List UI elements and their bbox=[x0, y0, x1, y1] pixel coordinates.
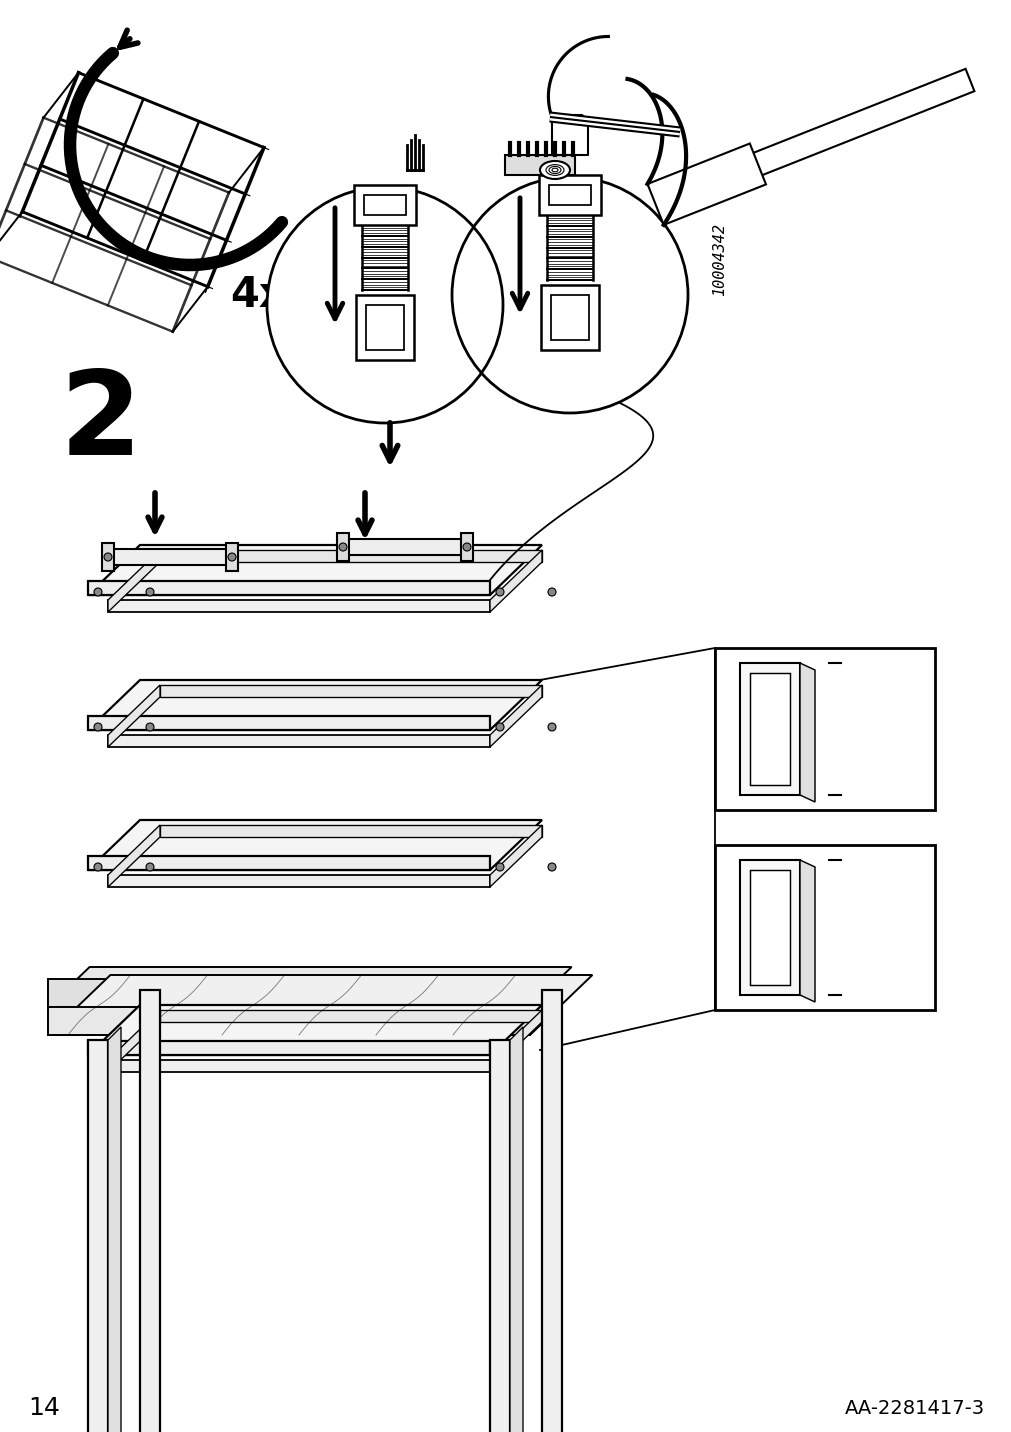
Polygon shape bbox=[88, 1005, 542, 1055]
Bar bbox=[225, 543, 238, 571]
Circle shape bbox=[146, 589, 154, 596]
Polygon shape bbox=[713, 168, 732, 186]
Polygon shape bbox=[88, 821, 542, 871]
Bar bbox=[366, 305, 403, 349]
Polygon shape bbox=[88, 1041, 489, 1055]
Polygon shape bbox=[48, 1007, 530, 1035]
Polygon shape bbox=[108, 550, 160, 611]
Bar bbox=[504, 155, 574, 175]
Bar bbox=[364, 195, 405, 215]
Bar bbox=[548, 185, 590, 205]
Ellipse shape bbox=[540, 160, 569, 179]
Polygon shape bbox=[542, 990, 561, 1432]
Polygon shape bbox=[88, 856, 489, 871]
Polygon shape bbox=[108, 1060, 489, 1073]
Bar bbox=[739, 861, 800, 995]
Circle shape bbox=[548, 863, 555, 871]
Polygon shape bbox=[800, 663, 814, 802]
Polygon shape bbox=[108, 1010, 160, 1073]
Polygon shape bbox=[160, 1010, 542, 1022]
Polygon shape bbox=[160, 550, 542, 561]
Circle shape bbox=[146, 723, 154, 730]
Circle shape bbox=[495, 589, 503, 596]
Polygon shape bbox=[800, 861, 814, 1002]
Polygon shape bbox=[108, 1027, 121, 1432]
Bar bbox=[715, 845, 934, 1010]
Polygon shape bbox=[88, 680, 542, 730]
Circle shape bbox=[463, 543, 470, 551]
Bar bbox=[345, 538, 464, 556]
Circle shape bbox=[146, 863, 154, 871]
Circle shape bbox=[94, 863, 102, 871]
Circle shape bbox=[94, 723, 102, 730]
Polygon shape bbox=[160, 825, 542, 836]
Bar bbox=[337, 533, 349, 561]
Circle shape bbox=[548, 723, 555, 730]
Polygon shape bbox=[108, 600, 489, 611]
Circle shape bbox=[104, 553, 112, 561]
Polygon shape bbox=[489, 684, 542, 748]
Circle shape bbox=[94, 589, 102, 596]
Polygon shape bbox=[140, 990, 160, 1432]
Circle shape bbox=[495, 723, 503, 730]
Polygon shape bbox=[48, 975, 591, 1035]
Circle shape bbox=[548, 589, 555, 596]
Polygon shape bbox=[88, 581, 489, 596]
Polygon shape bbox=[510, 1027, 523, 1432]
Polygon shape bbox=[489, 1040, 510, 1432]
Polygon shape bbox=[108, 684, 160, 748]
Polygon shape bbox=[108, 825, 160, 886]
Bar bbox=[550, 295, 588, 339]
Polygon shape bbox=[48, 979, 530, 1007]
Text: AA-2281417-3: AA-2281417-3 bbox=[844, 1399, 984, 1418]
Circle shape bbox=[339, 543, 347, 551]
Bar bbox=[102, 543, 114, 571]
Circle shape bbox=[453, 178, 686, 412]
Bar bbox=[749, 871, 790, 985]
Polygon shape bbox=[489, 1010, 542, 1073]
Bar bbox=[739, 663, 800, 795]
Polygon shape bbox=[48, 967, 571, 1007]
Bar bbox=[356, 295, 413, 359]
Polygon shape bbox=[489, 825, 542, 886]
Polygon shape bbox=[88, 546, 542, 596]
Circle shape bbox=[495, 863, 503, 871]
Text: 2: 2 bbox=[60, 365, 142, 480]
Bar bbox=[461, 533, 472, 561]
Circle shape bbox=[268, 188, 501, 422]
Bar bbox=[539, 175, 601, 215]
Polygon shape bbox=[108, 875, 489, 886]
Text: 14: 14 bbox=[28, 1396, 60, 1421]
Circle shape bbox=[227, 553, 236, 561]
Bar bbox=[749, 673, 790, 785]
Polygon shape bbox=[647, 143, 765, 225]
Text: 4x: 4x bbox=[229, 274, 285, 316]
Bar bbox=[110, 548, 229, 566]
Bar bbox=[715, 649, 934, 811]
Polygon shape bbox=[489, 550, 542, 611]
Polygon shape bbox=[88, 716, 489, 730]
Polygon shape bbox=[725, 69, 974, 186]
Bar bbox=[541, 285, 599, 349]
Polygon shape bbox=[160, 684, 542, 697]
Polygon shape bbox=[108, 735, 489, 748]
Text: 10004342: 10004342 bbox=[712, 223, 727, 296]
Polygon shape bbox=[88, 1040, 108, 1432]
Bar bbox=[354, 185, 416, 225]
